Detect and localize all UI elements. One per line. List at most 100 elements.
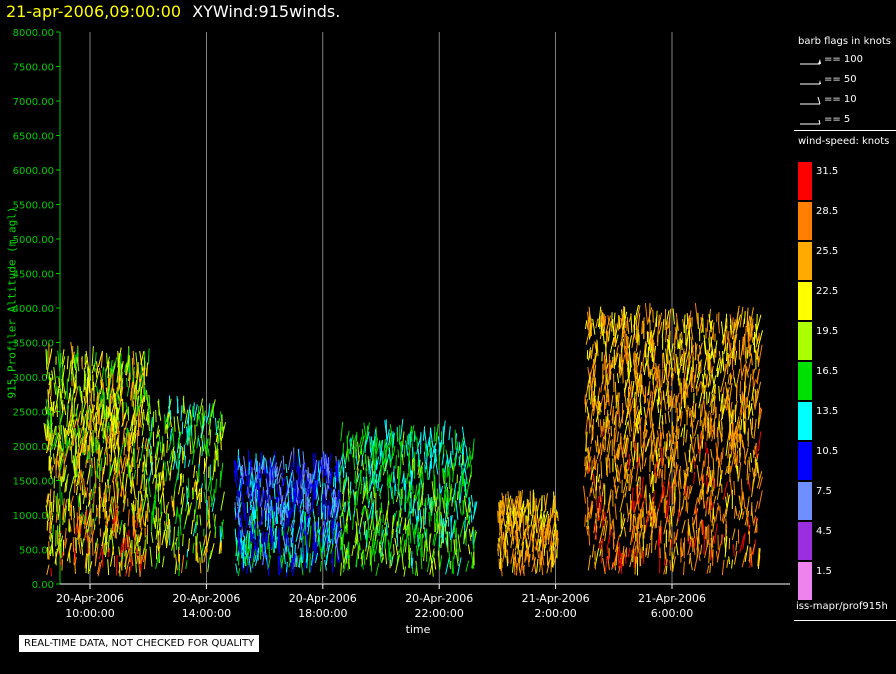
wind-barb — [549, 540, 552, 552]
wind-barb — [333, 477, 335, 487]
wind-barb — [373, 429, 377, 447]
wind-barb — [742, 440, 745, 450]
wind-barb — [610, 359, 614, 369]
wind-barb — [668, 464, 673, 477]
wind-barb — [210, 491, 215, 508]
wind-barb — [278, 472, 282, 484]
wind-barb — [691, 418, 694, 428]
wind-barb — [408, 547, 411, 568]
wind-barb — [53, 367, 57, 385]
wind-barb — [81, 427, 85, 444]
wind-barb — [121, 378, 124, 393]
wind-barb — [751, 543, 756, 555]
wind-barb — [654, 366, 659, 387]
wind-barb — [273, 478, 277, 488]
wind-barb — [48, 501, 52, 514]
wind-barb — [690, 336, 694, 355]
wind-barb — [375, 563, 380, 576]
wind-barb — [320, 482, 324, 502]
speed-swatch-label: 1.5 — [816, 566, 832, 577]
wind-barb — [543, 494, 547, 511]
wind-barb — [125, 432, 130, 454]
wind-barb — [135, 363, 139, 379]
x-axis-label: time — [405, 623, 431, 636]
wind-barb — [633, 408, 636, 427]
wind-barb — [757, 548, 760, 567]
wind-barb — [500, 526, 503, 543]
wind-barb — [169, 410, 172, 420]
wind-barb — [656, 399, 660, 413]
wind-barb — [679, 411, 683, 427]
wind-barb — [720, 433, 723, 442]
wind-barb — [501, 492, 506, 511]
wind-barb — [207, 550, 212, 565]
wind-barb — [290, 528, 294, 547]
wind-barb — [505, 495, 512, 515]
wind-barb — [614, 334, 619, 348]
wind-barb — [605, 315, 611, 334]
wind-barb — [302, 561, 306, 572]
wind-barb — [431, 548, 435, 558]
wind-barb — [721, 513, 725, 522]
wind-barb — [121, 457, 126, 474]
wind-barb — [528, 554, 531, 563]
wind-barb — [66, 355, 69, 370]
barb-5-label: == 5 — [824, 114, 851, 125]
wind-barb — [45, 348, 48, 370]
wind-barb — [684, 483, 687, 496]
wind-barb — [221, 522, 224, 539]
wind-barb — [652, 339, 655, 353]
wind-barb — [498, 511, 501, 533]
wind-barb — [596, 387, 601, 404]
wind-barb — [733, 377, 736, 387]
wind-barb — [161, 531, 165, 546]
wind-barb — [144, 539, 146, 551]
wind-barb — [673, 464, 679, 485]
wind-barb — [281, 522, 285, 532]
wind-barb — [331, 499, 336, 519]
wind-barb — [705, 500, 707, 512]
wind-barb — [456, 441, 460, 454]
wind-barb — [750, 452, 752, 463]
wind-barb — [746, 460, 749, 481]
wind-barb — [47, 383, 51, 402]
wind-barb — [520, 503, 525, 521]
wind-barb — [683, 561, 685, 576]
wind-barb — [382, 460, 388, 476]
wind-barb — [434, 475, 436, 496]
wind-barb — [746, 366, 749, 378]
wind-barb — [148, 410, 150, 423]
wind-barb — [372, 486, 375, 499]
wind-barb — [302, 462, 306, 482]
wind-barb — [420, 547, 423, 570]
wind-barb — [162, 493, 165, 513]
wind-barb — [431, 481, 435, 502]
wind-barb — [676, 393, 680, 404]
wind-barb — [124, 474, 128, 492]
wind-barb — [312, 508, 315, 519]
wind-barb — [427, 447, 431, 457]
wind-barb — [459, 520, 465, 538]
wind-barb — [622, 451, 626, 472]
wind-barb — [270, 535, 275, 550]
wind-barb — [741, 552, 747, 568]
wind-barb — [108, 408, 110, 418]
wind-barb — [125, 362, 128, 375]
wind-barb — [614, 329, 616, 342]
wind-barb — [245, 466, 249, 486]
wind-barb — [100, 351, 103, 369]
wind-barb — [661, 481, 665, 497]
wind-barb — [598, 485, 602, 503]
wind-barb — [435, 423, 439, 446]
x-tick-date: 20-Apr-2006 — [289, 592, 357, 605]
wind-barb — [458, 481, 460, 500]
wind-barb — [311, 494, 314, 512]
wind-barb — [161, 443, 164, 460]
wind-barb — [292, 492, 296, 511]
wind-barb — [355, 556, 358, 568]
wind-barb — [742, 336, 745, 355]
legend-divider — [794, 130, 896, 131]
wind-barb — [642, 551, 645, 564]
wind-barb — [462, 457, 468, 476]
wind-barb — [411, 523, 416, 545]
